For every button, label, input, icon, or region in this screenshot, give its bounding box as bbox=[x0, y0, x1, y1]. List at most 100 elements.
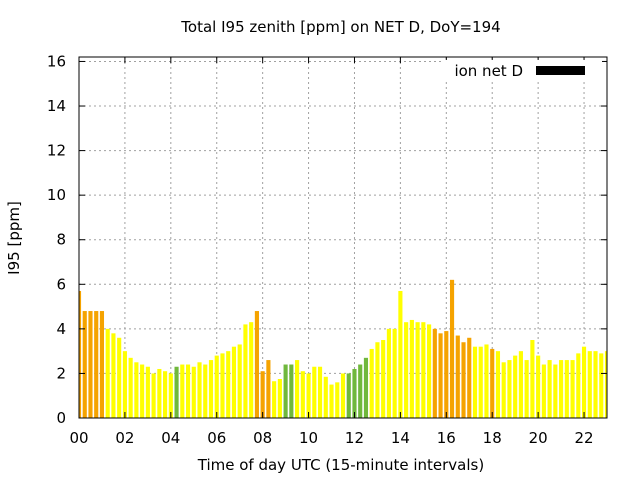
bar bbox=[191, 366, 196, 418]
bar bbox=[88, 311, 93, 418]
bars bbox=[79, 279, 607, 418]
bar bbox=[490, 348, 495, 418]
x-tick-label: 18 bbox=[483, 429, 502, 447]
x-tick-label: 14 bbox=[391, 429, 410, 447]
bar bbox=[484, 344, 489, 418]
bar bbox=[501, 362, 506, 418]
bar bbox=[105, 328, 110, 418]
bar bbox=[369, 348, 374, 418]
bar bbox=[478, 346, 483, 418]
bar bbox=[94, 311, 99, 418]
bar bbox=[461, 342, 466, 418]
bar bbox=[300, 371, 305, 418]
y-axis-tick-labels: 0 2 4 6 8 10 12 14 16 bbox=[47, 52, 66, 427]
bar bbox=[427, 324, 432, 418]
bar bbox=[203, 364, 208, 418]
x-tick-label: 00 bbox=[69, 429, 88, 447]
bar bbox=[547, 360, 552, 418]
legend-background bbox=[444, 60, 602, 82]
x-tick-label: 08 bbox=[253, 429, 272, 447]
bar bbox=[409, 319, 414, 418]
x-tick-label: 02 bbox=[115, 429, 134, 447]
bar bbox=[277, 379, 282, 418]
bar bbox=[381, 340, 386, 418]
bar bbox=[404, 322, 409, 418]
y-tick-label: 14 bbox=[47, 97, 66, 115]
bar bbox=[117, 337, 122, 418]
bar bbox=[432, 328, 437, 418]
bar bbox=[272, 381, 277, 418]
bar bbox=[346, 373, 351, 418]
bar bbox=[581, 346, 587, 418]
bar bbox=[145, 366, 150, 418]
x-tick-label: 12 bbox=[345, 429, 364, 447]
bar bbox=[266, 360, 271, 418]
bar bbox=[530, 340, 535, 418]
legend-swatch bbox=[536, 66, 585, 75]
y-tick-label: 12 bbox=[47, 142, 66, 160]
x-tick-label: 04 bbox=[161, 429, 180, 447]
bar bbox=[352, 368, 357, 418]
bar bbox=[306, 373, 311, 418]
bar bbox=[197, 362, 202, 418]
bar bbox=[168, 373, 173, 418]
bar bbox=[231, 346, 237, 418]
bar bbox=[386, 328, 391, 418]
bar bbox=[140, 364, 145, 418]
y-tick-label: 16 bbox=[47, 52, 66, 70]
y-tick-label: 10 bbox=[47, 186, 66, 204]
y-axis-label: I95 [ppm] bbox=[5, 201, 23, 275]
y-tick-label: 4 bbox=[56, 320, 66, 338]
bar bbox=[111, 333, 116, 418]
bar bbox=[593, 351, 598, 418]
bar bbox=[283, 364, 288, 418]
bar bbox=[237, 344, 242, 418]
bar bbox=[128, 357, 133, 418]
bar bbox=[220, 353, 225, 418]
bar bbox=[392, 328, 397, 418]
legend-label: ion net D bbox=[454, 62, 523, 80]
bar bbox=[317, 366, 323, 418]
bar bbox=[226, 351, 231, 418]
bar bbox=[438, 333, 443, 418]
x-tick-label: 22 bbox=[574, 429, 593, 447]
bar bbox=[151, 373, 156, 418]
y-tick-label: 8 bbox=[56, 231, 66, 249]
y-tick-label: 6 bbox=[56, 275, 66, 293]
bar bbox=[254, 311, 259, 418]
bar bbox=[513, 355, 518, 418]
bar bbox=[363, 357, 369, 418]
bar bbox=[518, 351, 523, 418]
bar bbox=[260, 371, 265, 418]
bar bbox=[122, 351, 127, 418]
bar bbox=[541, 364, 546, 418]
bar bbox=[174, 366, 179, 418]
bar bbox=[82, 311, 87, 418]
bar bbox=[507, 360, 512, 418]
bar bbox=[559, 360, 564, 418]
bar bbox=[243, 324, 248, 418]
bar bbox=[289, 364, 294, 418]
bar bbox=[214, 355, 219, 418]
y-tick-label: 2 bbox=[56, 364, 66, 382]
bar bbox=[329, 384, 334, 418]
bar bbox=[375, 342, 380, 418]
bar bbox=[524, 360, 529, 418]
bar bbox=[79, 290, 82, 418]
y-tick-label: 0 bbox=[56, 409, 66, 427]
bar bbox=[576, 353, 581, 418]
bar bbox=[604, 351, 607, 418]
bar bbox=[157, 368, 162, 418]
bar bbox=[553, 364, 558, 418]
x-axis-tick-labels: 00 02 04 06 08 10 12 14 16 18 20 22 bbox=[69, 429, 593, 447]
chart-title: Total I95 zenith [ppm] on NET D, DoY=194 bbox=[180, 18, 500, 36]
bar bbox=[335, 382, 340, 418]
bar bbox=[455, 335, 460, 418]
bar bbox=[444, 331, 449, 418]
x-tick-label: 20 bbox=[529, 429, 548, 447]
bar bbox=[472, 346, 478, 418]
bar bbox=[467, 337, 472, 418]
bar bbox=[449, 279, 455, 418]
x-tick-label: 10 bbox=[299, 429, 318, 447]
